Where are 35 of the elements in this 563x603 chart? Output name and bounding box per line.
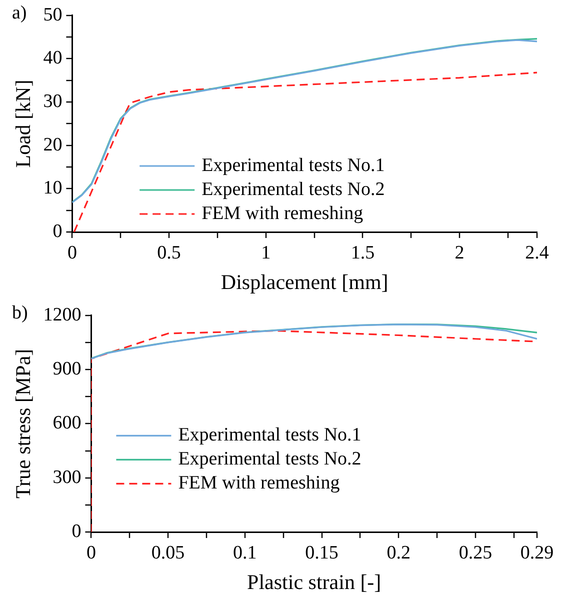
- y-axis-title: True stress [MPa]: [11, 348, 36, 499]
- legend-label: Experimental tests No.1: [202, 154, 385, 176]
- legend-label: Experimental tests No.2: [202, 178, 385, 200]
- x-axis-title: Displacement [mm]: [220, 270, 388, 294]
- y-tick-label: 10: [43, 178, 62, 199]
- y-tick-label: 40: [43, 48, 62, 69]
- x-tick-label: 2.4: [525, 242, 550, 264]
- x-tick-label: 1: [261, 242, 271, 264]
- y-axis-title: Load [kN]: [11, 80, 36, 168]
- legend-label: FEM with remeshing: [202, 202, 364, 224]
- x-tick-label: 1.5: [350, 242, 375, 264]
- x-tick-label: 0: [86, 542, 96, 564]
- y-tick-label: 1200: [43, 304, 82, 326]
- legend-label: Experimental tests No.2: [178, 448, 362, 470]
- chart-title: b): [12, 302, 28, 324]
- x-tick-label: 0.29: [520, 542, 554, 564]
- x-tick-label: 0.15: [305, 542, 338, 564]
- y-tick-label: 900: [52, 358, 82, 380]
- x-tick-label: 2: [454, 242, 464, 264]
- x-tick-label: 0.25: [458, 542, 492, 564]
- x-tick-label: 0.5: [157, 242, 181, 264]
- legend-label: Experimental tests No.1: [178, 424, 362, 446]
- legend-label: FEM with remeshing: [178, 472, 340, 494]
- y-tick-label: 0: [72, 520, 82, 542]
- y-tick-label: 30: [43, 91, 62, 112]
- x-axis-title: Plastic strain [-]: [247, 570, 382, 594]
- x-tick-label: 0.1: [233, 542, 257, 564]
- y-tick-label: 0: [52, 220, 62, 242]
- y-tick-label: 300: [52, 466, 82, 488]
- chart-title: a): [12, 2, 27, 24]
- y-tick-label: 50: [43, 4, 62, 26]
- y-tick-label: 600: [52, 412, 82, 434]
- x-tick-label: 0.05: [151, 542, 185, 564]
- y-tick-label: 20: [43, 134, 62, 156]
- x-tick-label: 0.2: [386, 542, 411, 564]
